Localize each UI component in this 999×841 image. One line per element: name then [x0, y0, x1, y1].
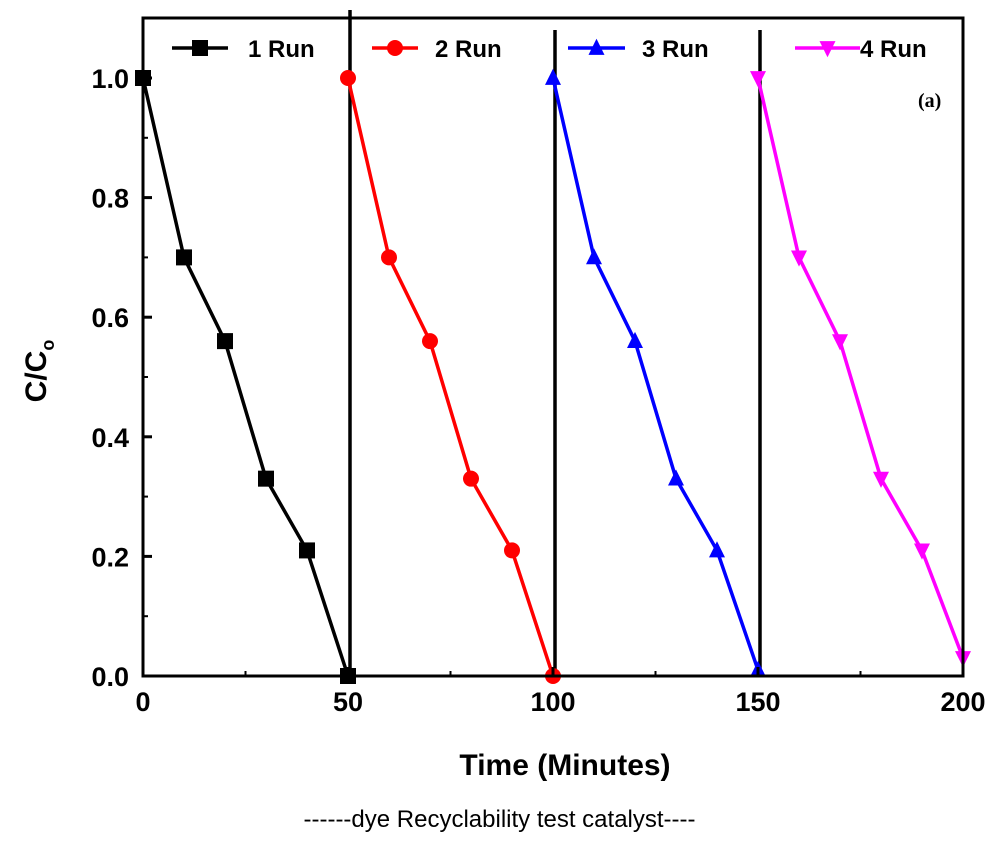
- data-point: [217, 333, 233, 350]
- x-tick-label: 100: [530, 687, 575, 717]
- x-axis-title: Time (Minutes): [459, 749, 670, 782]
- vertical-separators: [348, 10, 762, 676]
- data-point: [819, 41, 836, 58]
- y-tick-label: 0.8: [91, 184, 129, 214]
- legend-label: 4 Run: [860, 36, 927, 63]
- legend-entry-4: 4 Run: [795, 36, 927, 63]
- series-line: [756, 77, 965, 659]
- y-axis-title: C/Co: [20, 340, 58, 403]
- series-line: [141, 77, 350, 677]
- y-tick-label: 0.4: [91, 423, 129, 453]
- x-tick-label: 50: [333, 687, 363, 717]
- series-3: [545, 68, 766, 677]
- y-tick-label: 1.0: [91, 64, 129, 94]
- ticks: 0 50 100 150 200 0.0 0.2 0.4 0.6 0.8 1.0: [91, 64, 985, 717]
- data-point: [586, 248, 602, 265]
- data-point: [791, 250, 807, 267]
- series-layer: [135, 68, 971, 684]
- data-point: [750, 71, 766, 88]
- series-2: [340, 70, 561, 684]
- data-point: [709, 541, 725, 558]
- data-point: [914, 543, 930, 560]
- data-point: [627, 331, 643, 349]
- series-1: [135, 70, 356, 684]
- data-point: [504, 542, 520, 559]
- data-point: [422, 333, 438, 350]
- x-tick-label: 0: [135, 687, 150, 717]
- data-point: [192, 40, 208, 56]
- legend-label: 1 Run: [248, 36, 315, 63]
- legend-entry-3: 3 Run: [568, 36, 709, 63]
- data-point: [545, 68, 561, 85]
- data-point: [176, 249, 192, 266]
- chart-svg: 0 50 100 150 200 0.0 0.2 0.4 0.6 0.8 1.0 1 Run 2 Ru…: [20, 10, 986, 782]
- legend-label: 3 Run: [642, 36, 709, 63]
- series-line: [346, 77, 555, 677]
- data-point: [463, 470, 479, 487]
- y-tick-label: 0.2: [91, 542, 129, 572]
- data-point: [299, 542, 315, 559]
- y-axis-title-main: C/C: [20, 351, 53, 403]
- data-point: [873, 471, 889, 488]
- data-point: [588, 38, 605, 55]
- y-tick-label: 0.0: [91, 662, 129, 692]
- y-axis-title-sub: o: [38, 340, 58, 351]
- y-tick-label: 0.6: [91, 303, 129, 333]
- data-point: [381, 249, 397, 266]
- series-4: [750, 71, 971, 668]
- panel-label: (a): [918, 90, 941, 112]
- legend: 1 Run 2 Run 3 Run 4 Run: [172, 36, 927, 63]
- data-point: [832, 334, 848, 351]
- data-point: [340, 70, 356, 86]
- data-point: [387, 40, 403, 56]
- x-tick-label: 150: [735, 687, 780, 717]
- x-tick-label: 200: [940, 687, 985, 717]
- data-point: [258, 470, 274, 487]
- series-line: [551, 77, 760, 671]
- legend-entry-2: 2 Run: [372, 36, 502, 63]
- data-point: [668, 469, 684, 486]
- legend-entry-1: 1 Run: [172, 36, 315, 63]
- figure-caption: ------dye Recyclability test catalyst---…: [303, 806, 696, 833]
- legend-label: 2 Run: [435, 36, 502, 63]
